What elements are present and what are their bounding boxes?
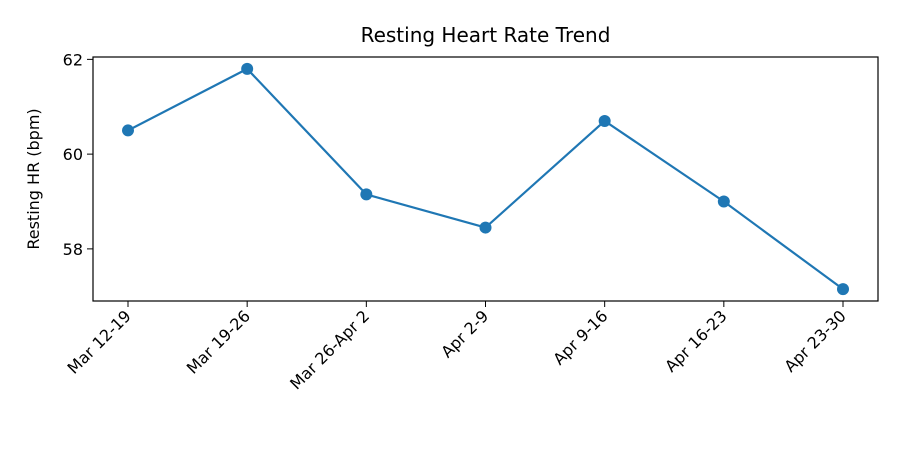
x-tick-label: Apr 23-30 (780, 306, 849, 375)
data-point (122, 124, 134, 137)
y-tick-label: 62 (63, 50, 83, 69)
y-tick-label: 58 (63, 240, 83, 259)
y-axis-label: Resting HR (bpm) (24, 108, 43, 249)
plot-area (122, 62, 849, 296)
data-point (598, 114, 611, 127)
x-tick-label: Apr 2-9 (437, 306, 492, 361)
series-line (127, 67, 844, 291)
data-point (241, 62, 254, 75)
x-tick-label: Apr 16-23 (661, 306, 730, 375)
data-point (837, 283, 849, 296)
x-axis: Mar 12-19 Mar 19-26 Mar 26-Apr 2 Apr 2-9 Apr… (64, 301, 850, 393)
x-tick-label: Mar 26-Apr 2 (286, 306, 373, 393)
data-point (717, 195, 730, 208)
chart-title: Resting Heart Rate Trend (361, 23, 611, 47)
y-axis: 58 60 62 (63, 50, 93, 259)
plot-frame (92, 56, 879, 302)
x-tick-label: Apr 9-16 (549, 306, 611, 368)
y-tick-label: 60 (63, 145, 83, 164)
data-point (360, 188, 373, 201)
x-tick-label: Mar 12-19 (64, 306, 135, 377)
x-tick-label: Mar 19-26 (183, 306, 254, 377)
data-point (479, 221, 492, 234)
